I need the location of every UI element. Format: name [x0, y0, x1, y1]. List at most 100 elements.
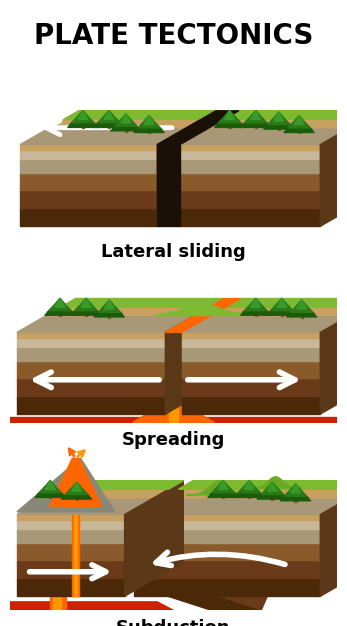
- Polygon shape: [17, 347, 165, 361]
- Polygon shape: [17, 458, 115, 512]
- Polygon shape: [111, 118, 141, 131]
- Polygon shape: [214, 115, 245, 128]
- Polygon shape: [287, 484, 304, 495]
- Polygon shape: [134, 498, 347, 515]
- Polygon shape: [224, 111, 347, 120]
- Polygon shape: [69, 113, 96, 125]
- Polygon shape: [115, 114, 137, 126]
- Polygon shape: [47, 300, 73, 313]
- Bar: [76, 491, 78, 500]
- Polygon shape: [180, 150, 320, 159]
- Polygon shape: [181, 338, 320, 347]
- Polygon shape: [17, 515, 125, 520]
- Polygon shape: [17, 338, 165, 347]
- Polygon shape: [240, 302, 271, 316]
- Polygon shape: [20, 150, 157, 159]
- Polygon shape: [61, 481, 183, 490]
- Bar: [281, 308, 283, 316]
- Polygon shape: [181, 378, 320, 396]
- Polygon shape: [71, 482, 82, 491]
- Polygon shape: [268, 113, 290, 125]
- Polygon shape: [17, 316, 195, 332]
- Polygon shape: [46, 490, 169, 498]
- Polygon shape: [285, 484, 307, 496]
- Polygon shape: [284, 120, 314, 133]
- Polygon shape: [133, 403, 214, 423]
- Polygon shape: [297, 300, 307, 309]
- Polygon shape: [134, 578, 320, 596]
- Polygon shape: [320, 111, 347, 227]
- Polygon shape: [320, 481, 347, 596]
- Polygon shape: [215, 480, 231, 491]
- Polygon shape: [290, 300, 313, 312]
- Polygon shape: [49, 299, 71, 310]
- Polygon shape: [94, 115, 124, 128]
- Polygon shape: [267, 482, 277, 491]
- Polygon shape: [17, 498, 154, 515]
- Polygon shape: [138, 116, 160, 128]
- Polygon shape: [245, 299, 267, 310]
- Polygon shape: [291, 115, 307, 126]
- Polygon shape: [45, 302, 75, 316]
- Polygon shape: [96, 302, 122, 314]
- Polygon shape: [17, 332, 165, 338]
- Bar: [74, 515, 77, 596]
- Polygon shape: [137, 538, 274, 595]
- Polygon shape: [271, 112, 287, 123]
- Polygon shape: [226, 299, 347, 307]
- Polygon shape: [104, 110, 114, 120]
- Polygon shape: [290, 484, 301, 493]
- Polygon shape: [180, 190, 320, 208]
- Polygon shape: [269, 300, 295, 313]
- Polygon shape: [216, 113, 243, 125]
- Polygon shape: [68, 482, 85, 493]
- Polygon shape: [17, 361, 165, 378]
- Polygon shape: [121, 114, 131, 123]
- Polygon shape: [180, 159, 320, 173]
- Polygon shape: [251, 110, 261, 120]
- Polygon shape: [219, 111, 241, 123]
- Polygon shape: [249, 477, 302, 488]
- Text: Spreading: Spreading: [122, 431, 225, 449]
- Polygon shape: [181, 332, 320, 338]
- Polygon shape: [265, 114, 292, 126]
- Polygon shape: [17, 396, 165, 414]
- Polygon shape: [286, 118, 312, 130]
- Polygon shape: [293, 300, 310, 310]
- Polygon shape: [118, 114, 134, 125]
- Polygon shape: [104, 300, 114, 309]
- Polygon shape: [261, 483, 283, 495]
- Polygon shape: [20, 145, 157, 150]
- Polygon shape: [64, 111, 216, 120]
- Bar: [301, 309, 303, 318]
- Polygon shape: [180, 145, 320, 150]
- Polygon shape: [181, 396, 320, 414]
- Bar: [222, 490, 224, 498]
- Polygon shape: [236, 483, 262, 495]
- Polygon shape: [165, 299, 240, 332]
- Bar: [294, 493, 297, 501]
- Polygon shape: [210, 483, 236, 495]
- Polygon shape: [218, 480, 228, 490]
- Polygon shape: [157, 111, 239, 145]
- Bar: [125, 123, 127, 131]
- Polygon shape: [61, 481, 183, 490]
- Bar: [298, 125, 300, 133]
- Polygon shape: [98, 111, 120, 123]
- Polygon shape: [181, 347, 320, 361]
- Polygon shape: [134, 120, 164, 133]
- Bar: [255, 308, 257, 316]
- Polygon shape: [209, 120, 347, 128]
- Polygon shape: [288, 116, 310, 128]
- Text: Subduction: Subduction: [116, 618, 231, 626]
- Polygon shape: [178, 481, 347, 490]
- Polygon shape: [71, 302, 101, 316]
- Polygon shape: [282, 486, 309, 498]
- Polygon shape: [280, 488, 311, 501]
- Polygon shape: [143, 524, 280, 581]
- Polygon shape: [212, 481, 234, 493]
- Polygon shape: [42, 480, 59, 491]
- Polygon shape: [46, 307, 209, 316]
- Polygon shape: [225, 110, 235, 120]
- Bar: [108, 120, 110, 128]
